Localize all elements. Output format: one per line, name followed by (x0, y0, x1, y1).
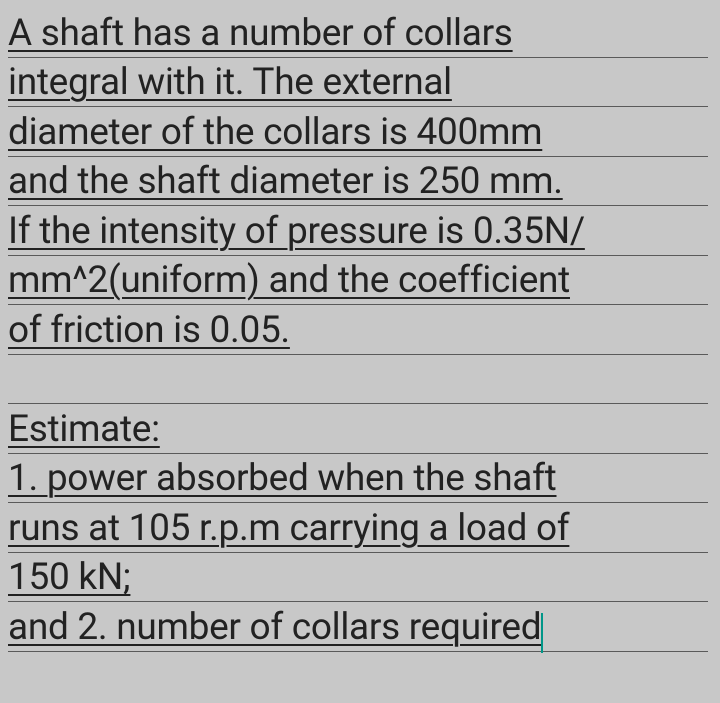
text-cursor (541, 613, 543, 653)
text-line: and 2. number of collars required (8, 602, 708, 652)
note-editor[interactable]: A shaft has a number of collars integral… (8, 8, 708, 652)
blank-line (8, 355, 708, 405)
line-text: 1. power absorbed when the shaft (8, 459, 557, 500)
line-text: diameter of the collars is 400mm (8, 113, 542, 154)
text-line: A shaft has a number of collars (8, 8, 708, 58)
text-line: 150 kN; (8, 553, 708, 603)
text-line: runs at 105 r.p.m carrying a load of (8, 503, 708, 553)
line-text: integral with it. The external (8, 63, 452, 104)
line-text: and the shaft diameter is 250 mm. (8, 162, 563, 203)
line-text: A shaft has a number of collars (8, 14, 513, 55)
text-line: 1. power absorbed when the shaft (8, 454, 708, 504)
text-line: If the intensity of pressure is 0.35N/ (8, 206, 708, 256)
text-line: mm^2(uniform) and the coefficient (8, 256, 708, 306)
line-text: 150 kN; (8, 558, 130, 599)
line-text: Estimate: (8, 410, 160, 451)
text-line: of friction is 0.05. (8, 305, 708, 355)
line-text: If the intensity of pressure is 0.35N/ (8, 212, 585, 253)
text-line: integral with it. The external (8, 58, 708, 108)
line-text: mm^2(uniform) and the coefficient (8, 261, 570, 302)
text-line: Estimate: (8, 404, 708, 454)
text-line: and the shaft diameter is 250 mm. (8, 157, 708, 207)
line-text: of friction is 0.05. (8, 311, 290, 352)
line-text: and 2. number of collars required (8, 608, 541, 649)
text-line: diameter of the collars is 400mm (8, 107, 708, 157)
line-text: runs at 105 r.p.m carrying a load of (8, 509, 569, 550)
